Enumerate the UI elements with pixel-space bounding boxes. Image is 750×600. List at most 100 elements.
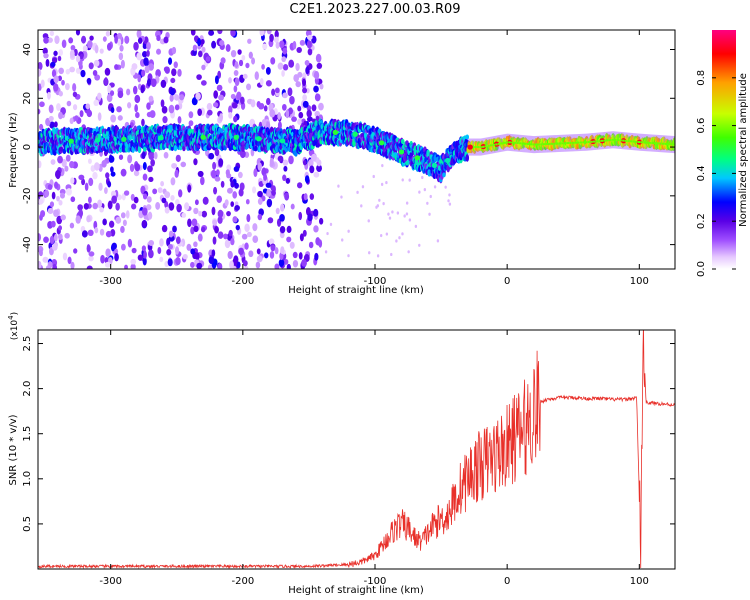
heatmap-noise-cell [372, 174, 375, 179]
heatmap-noise-cell [246, 231, 252, 238]
heatmap-core-cell [534, 143, 538, 146]
heatmap-core-cell [606, 139, 609, 142]
heatmap-noise-cell [110, 90, 115, 96]
heatmap-core-cell [526, 143, 530, 146]
heatmap-noise-cell [306, 87, 310, 94]
heatmap-core-cell [593, 140, 596, 143]
heatmap-noise-cell [49, 30, 55, 37]
heatmap-noise-cell [117, 115, 123, 121]
heatmap-noise-cell [97, 92, 102, 100]
y-tick-label: 1.0 [22, 471, 33, 487]
heatmap-noise-cell [75, 215, 81, 224]
heatmap-noise-cell [92, 202, 98, 210]
heatmap-noise-cell [65, 82, 70, 91]
heatmap-noise-cell [286, 236, 292, 243]
heatmap-noise-cell [61, 39, 67, 49]
heatmap-noise-cell [201, 210, 208, 218]
heatmap-core-cell [645, 141, 649, 144]
heatmap-ridge-cell [672, 137, 675, 145]
heatmap-noise-cell [282, 174, 287, 182]
snr-x-label: Height of straight line (km) [288, 585, 424, 596]
heatmap-noise-cell [180, 161, 187, 168]
spectrogram-x-label: Height of straight line (km) [288, 285, 424, 296]
heatmap-core-cell [569, 141, 572, 144]
heatmap-noise-cell [51, 57, 58, 64]
heatmap-noise-cell [226, 164, 232, 171]
heatmap-noise-cell [160, 79, 167, 88]
heatmap-noise-cell [197, 108, 203, 116]
heatmap-noise-cell [137, 74, 142, 83]
heatmap-core-cell [497, 142, 501, 145]
heatmap-noise-cell [105, 248, 111, 257]
heatmap-noise-cell [69, 222, 75, 229]
y-tick-label: 0.5 [22, 516, 33, 532]
heatmap-noise-cell [275, 41, 280, 49]
heatmap-noise-cell [174, 94, 180, 101]
heatmap-noise-cell [230, 201, 235, 207]
heatmap-noise-cell [94, 74, 101, 81]
heatmap-noise-cell [423, 188, 427, 192]
heatmap-noise-cell [169, 88, 176, 96]
heatmap-core-cell [608, 139, 612, 142]
heatmap-noise-cell [268, 238, 275, 245]
heatmap-noise-cell [58, 49, 64, 56]
heatmap-noise-cell [313, 85, 319, 93]
heatmap-peak-cell [444, 157, 451, 164]
heatmap-noise-cell [378, 198, 381, 202]
heatmap-noise-cell [305, 66, 310, 75]
heatmap-noise-cell [253, 168, 258, 178]
colorbar-tick-label: 0.6 [696, 118, 707, 134]
heatmap-noise-cell [284, 192, 290, 201]
heatmap-noise-cell [256, 248, 261, 255]
heatmap-ridge-cell [241, 144, 245, 152]
x-tick: 100 [630, 330, 649, 587]
snr-y-ticks: 0.51.01.52.02.5 [22, 336, 675, 532]
heatmap-noise-cell [244, 242, 249, 250]
heatmap-noise-cell [48, 115, 54, 122]
heatmap-noise-cell [121, 243, 126, 251]
heatmap-noise-cell [104, 77, 108, 86]
heatmap-noise-cell [282, 64, 289, 71]
heatmap-noise-cell [47, 91, 51, 100]
heatmap-noise-cell [120, 225, 125, 234]
heatmap-noise-cell [88, 251, 95, 257]
heatmap-noise-cell [414, 224, 418, 229]
heatmap-core-cell [482, 145, 485, 148]
heatmap-core-cell [643, 141, 646, 144]
heatmap-noise-cell [164, 191, 171, 199]
heatmap-noise-cell [217, 262, 223, 269]
heatmap-noise-cell [141, 245, 146, 252]
heatmap-noise-cell [266, 30, 272, 35]
heatmap-noise-cell [163, 66, 170, 73]
heatmap-noise-cell [148, 152, 155, 161]
heatmap-noise-cell [255, 261, 261, 269]
heatmap-noise-cell [211, 206, 216, 216]
heatmap-noise-cell [360, 204, 363, 208]
heatmap-noise-cell [282, 159, 289, 166]
heatmap-noise-cell [168, 202, 175, 211]
heatmap-noise-cell [48, 104, 54, 114]
heatmap-noise-cell [208, 30, 215, 36]
heatmap-noise-cell [201, 64, 206, 71]
y-tick-label: 0 [22, 144, 33, 150]
heatmap-core-cell [492, 143, 496, 146]
heatmap-noise-cell [184, 202, 190, 211]
heatmap-core-cell [653, 142, 657, 145]
heatmap-noise-cell [214, 176, 221, 182]
heatmap-noise-cell [261, 118, 267, 127]
heatmap-noise-cell [198, 50, 203, 58]
heatmap-noise-cell [279, 214, 285, 222]
heatmap-noise-cell [168, 104, 175, 114]
y-tick-label: 20 [22, 92, 33, 105]
heatmap-noise-cell [232, 216, 238, 223]
heatmap-noise-cell [269, 33, 274, 43]
heatmap-noise-cell [80, 69, 86, 78]
heatmap-noise-cell [104, 67, 111, 76]
heatmap-noise-cell [172, 225, 177, 233]
heatmap-noise-cell [234, 204, 240, 211]
heatmap-noise-cell [265, 182, 272, 188]
heatmap-noise-cell [39, 249, 43, 257]
heatmap-peak-cell [255, 136, 262, 142]
heatmap-noise-cell [212, 219, 218, 226]
